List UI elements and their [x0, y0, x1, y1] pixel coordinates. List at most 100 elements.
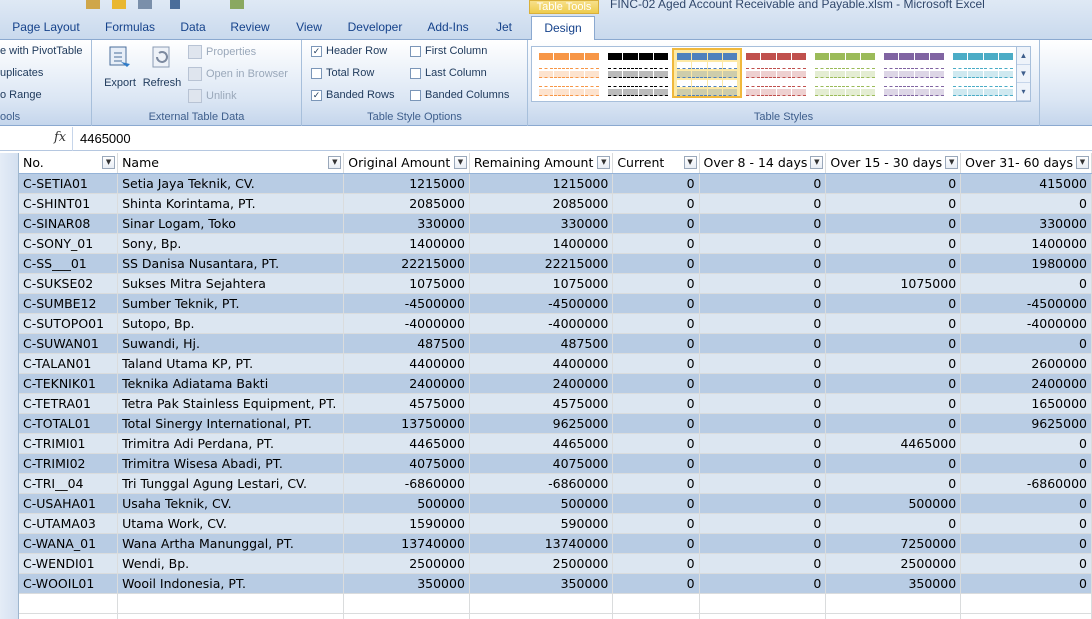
table-cell[interactable]: 0: [825, 473, 962, 494]
table-cell[interactable]: SS Danisa Nusantara, PT.: [117, 253, 345, 274]
table-cell[interactable]: 1400000: [469, 233, 614, 254]
filter-dropdown-icon[interactable]: ▼: [810, 156, 824, 169]
table-cell[interactable]: C-USAHA01: [19, 493, 119, 514]
table-cell[interactable]: 4400000: [343, 353, 470, 374]
tab-add-ins[interactable]: Add-Ins: [427, 20, 469, 34]
gallery-down-icon[interactable]: ▼: [1017, 65, 1030, 83]
table-cell[interactable]: 350000: [825, 573, 962, 594]
table-cell[interactable]: C-TETRA01: [19, 393, 119, 414]
table-cell[interactable]: Utama Work, CV.: [117, 513, 345, 534]
table-cell[interactable]: 0: [612, 393, 700, 414]
table-cell[interactable]: 0: [960, 273, 1092, 294]
undo-icon[interactable]: [138, 0, 152, 9]
table-cell[interactable]: 0: [699, 413, 827, 434]
table-cell[interactable]: C-UTAMA03: [19, 513, 119, 534]
table-cell[interactable]: 0: [825, 213, 962, 234]
table-cell[interactable]: 2400000: [343, 373, 470, 394]
table-cell[interactable]: Usaha Teknik, CV.: [117, 493, 345, 514]
table-cell[interactable]: Tetra Pak Stainless Equipment, PT.: [117, 393, 345, 414]
table-cell[interactable]: 0: [825, 393, 962, 414]
table-cell[interactable]: C-WENDI01: [19, 553, 119, 574]
table-styles-gallery[interactable]: ▲ ▼ ▾: [531, 46, 1031, 102]
worksheet-grid[interactable]: No. ▼ Name ▼ Original Amount ▼ Remaining Amoun…: [0, 153, 1092, 619]
column-header[interactable]: Remaining Amount ▼: [469, 153, 614, 174]
filter-dropdown-icon[interactable]: ▼: [453, 156, 467, 169]
convert-to-range-button[interactable]: o Range: [0, 89, 42, 101]
table-cell[interactable]: Trimitra Adi Perdana, PT.: [117, 433, 345, 454]
table-cell[interactable]: C-SHINT01: [19, 193, 119, 214]
table-cell[interactable]: 22215000: [343, 253, 470, 274]
table-cell[interactable]: 0: [699, 273, 827, 294]
table-cell[interactable]: 0: [612, 333, 700, 354]
table-cell[interactable]: 500000: [825, 493, 962, 514]
table-cell[interactable]: 330000: [960, 213, 1092, 234]
table-cell[interactable]: 13740000: [343, 533, 470, 554]
table-cell[interactable]: 0: [699, 213, 827, 234]
name-box[interactable]: [0, 129, 40, 149]
table-cell[interactable]: 4075000: [469, 453, 614, 474]
table-cell[interactable]: 0: [612, 473, 700, 494]
table-cell[interactable]: 0: [699, 513, 827, 534]
table-cell[interactable]: 1590000: [343, 513, 470, 534]
table-cell[interactable]: 2085000: [469, 193, 614, 214]
table-cell[interactable]: Suwandi, Hj.: [117, 333, 345, 354]
table-cell[interactable]: 0: [612, 493, 700, 514]
table-cell[interactable]: 0: [699, 353, 827, 374]
folder-icon[interactable]: [112, 0, 126, 9]
table-cell[interactable]: 0: [699, 333, 827, 354]
refresh-button[interactable]: Refresh: [140, 42, 184, 98]
column-header[interactable]: Over 15 - 30 days ▼: [825, 153, 962, 174]
table-cell[interactable]: 2500000: [343, 553, 470, 574]
table-cell[interactable]: C-WOOIL01: [19, 573, 119, 594]
table-cell[interactable]: 350000: [343, 573, 470, 594]
table-cell[interactable]: 13740000: [469, 533, 614, 554]
table-cell[interactable]: 1075000: [469, 273, 614, 294]
table-cell[interactable]: 0: [825, 353, 962, 374]
table-cell[interactable]: 2085000: [343, 193, 470, 214]
table-cell[interactable]: 0: [699, 553, 827, 574]
table-cell[interactable]: 1215000: [469, 173, 614, 194]
gallery-more-icon[interactable]: ▾: [1017, 83, 1030, 101]
table-cell[interactable]: Wana Artha Manunggal, PT.: [117, 533, 345, 554]
table-cell[interactable]: C-TRI__04: [19, 473, 119, 494]
table-cell[interactable]: 330000: [343, 213, 470, 234]
table-cell[interactable]: Sumber Teknik, PT.: [117, 293, 345, 314]
tab-developer[interactable]: Developer: [347, 20, 403, 34]
table-cell[interactable]: 1075000: [343, 273, 470, 294]
table-cell[interactable]: 0: [825, 313, 962, 334]
table-cell[interactable]: 0: [612, 513, 700, 534]
table-cell[interactable]: 0: [825, 453, 962, 474]
empty-cell[interactable]: [469, 613, 614, 619]
table-cell[interactable]: 2600000: [960, 353, 1092, 374]
table-cell[interactable]: 330000: [469, 213, 614, 234]
empty-cell[interactable]: [117, 613, 345, 619]
table-cell[interactable]: 0: [825, 413, 962, 434]
table-cell[interactable]: 22215000: [469, 253, 614, 274]
table-cell[interactable]: 0: [699, 393, 827, 414]
empty-cell[interactable]: [19, 613, 119, 619]
gallery-scrollbar[interactable]: ▲ ▼ ▾: [1016, 47, 1030, 101]
table-cell[interactable]: 350000: [469, 573, 614, 594]
table-cell[interactable]: 590000: [469, 513, 614, 534]
table-cell[interactable]: 0: [960, 433, 1092, 454]
table-cell[interactable]: 0: [699, 373, 827, 394]
table-cell[interactable]: 0: [612, 173, 700, 194]
table-style-swatch-purple[interactable]: [881, 50, 947, 96]
table-cell[interactable]: Setia Jaya Teknik, CV.: [117, 173, 345, 194]
tab-design[interactable]: Design: [531, 16, 595, 40]
empty-cell[interactable]: [699, 613, 827, 619]
table-cell[interactable]: -4500000: [343, 293, 470, 314]
table-cell[interactable]: C-TOTAL01: [19, 413, 119, 434]
first-column-checkbox[interactable]: First Column: [410, 45, 487, 57]
table-style-swatch-aqua[interactable]: [950, 50, 1016, 96]
table-cell[interactable]: 4400000: [469, 353, 614, 374]
table-cell[interactable]: 9625000: [960, 413, 1092, 434]
table-cell[interactable]: Sutopo, Bp.: [117, 313, 345, 334]
table-cell[interactable]: 0: [960, 553, 1092, 574]
empty-cell[interactable]: [469, 593, 614, 614]
filter-dropdown-icon[interactable]: ▼: [328, 156, 342, 169]
empty-cell[interactable]: [343, 613, 470, 619]
column-header[interactable]: Name ▼: [117, 153, 345, 174]
table-cell[interactable]: 500000: [469, 493, 614, 514]
table-cell[interactable]: -4500000: [469, 293, 614, 314]
